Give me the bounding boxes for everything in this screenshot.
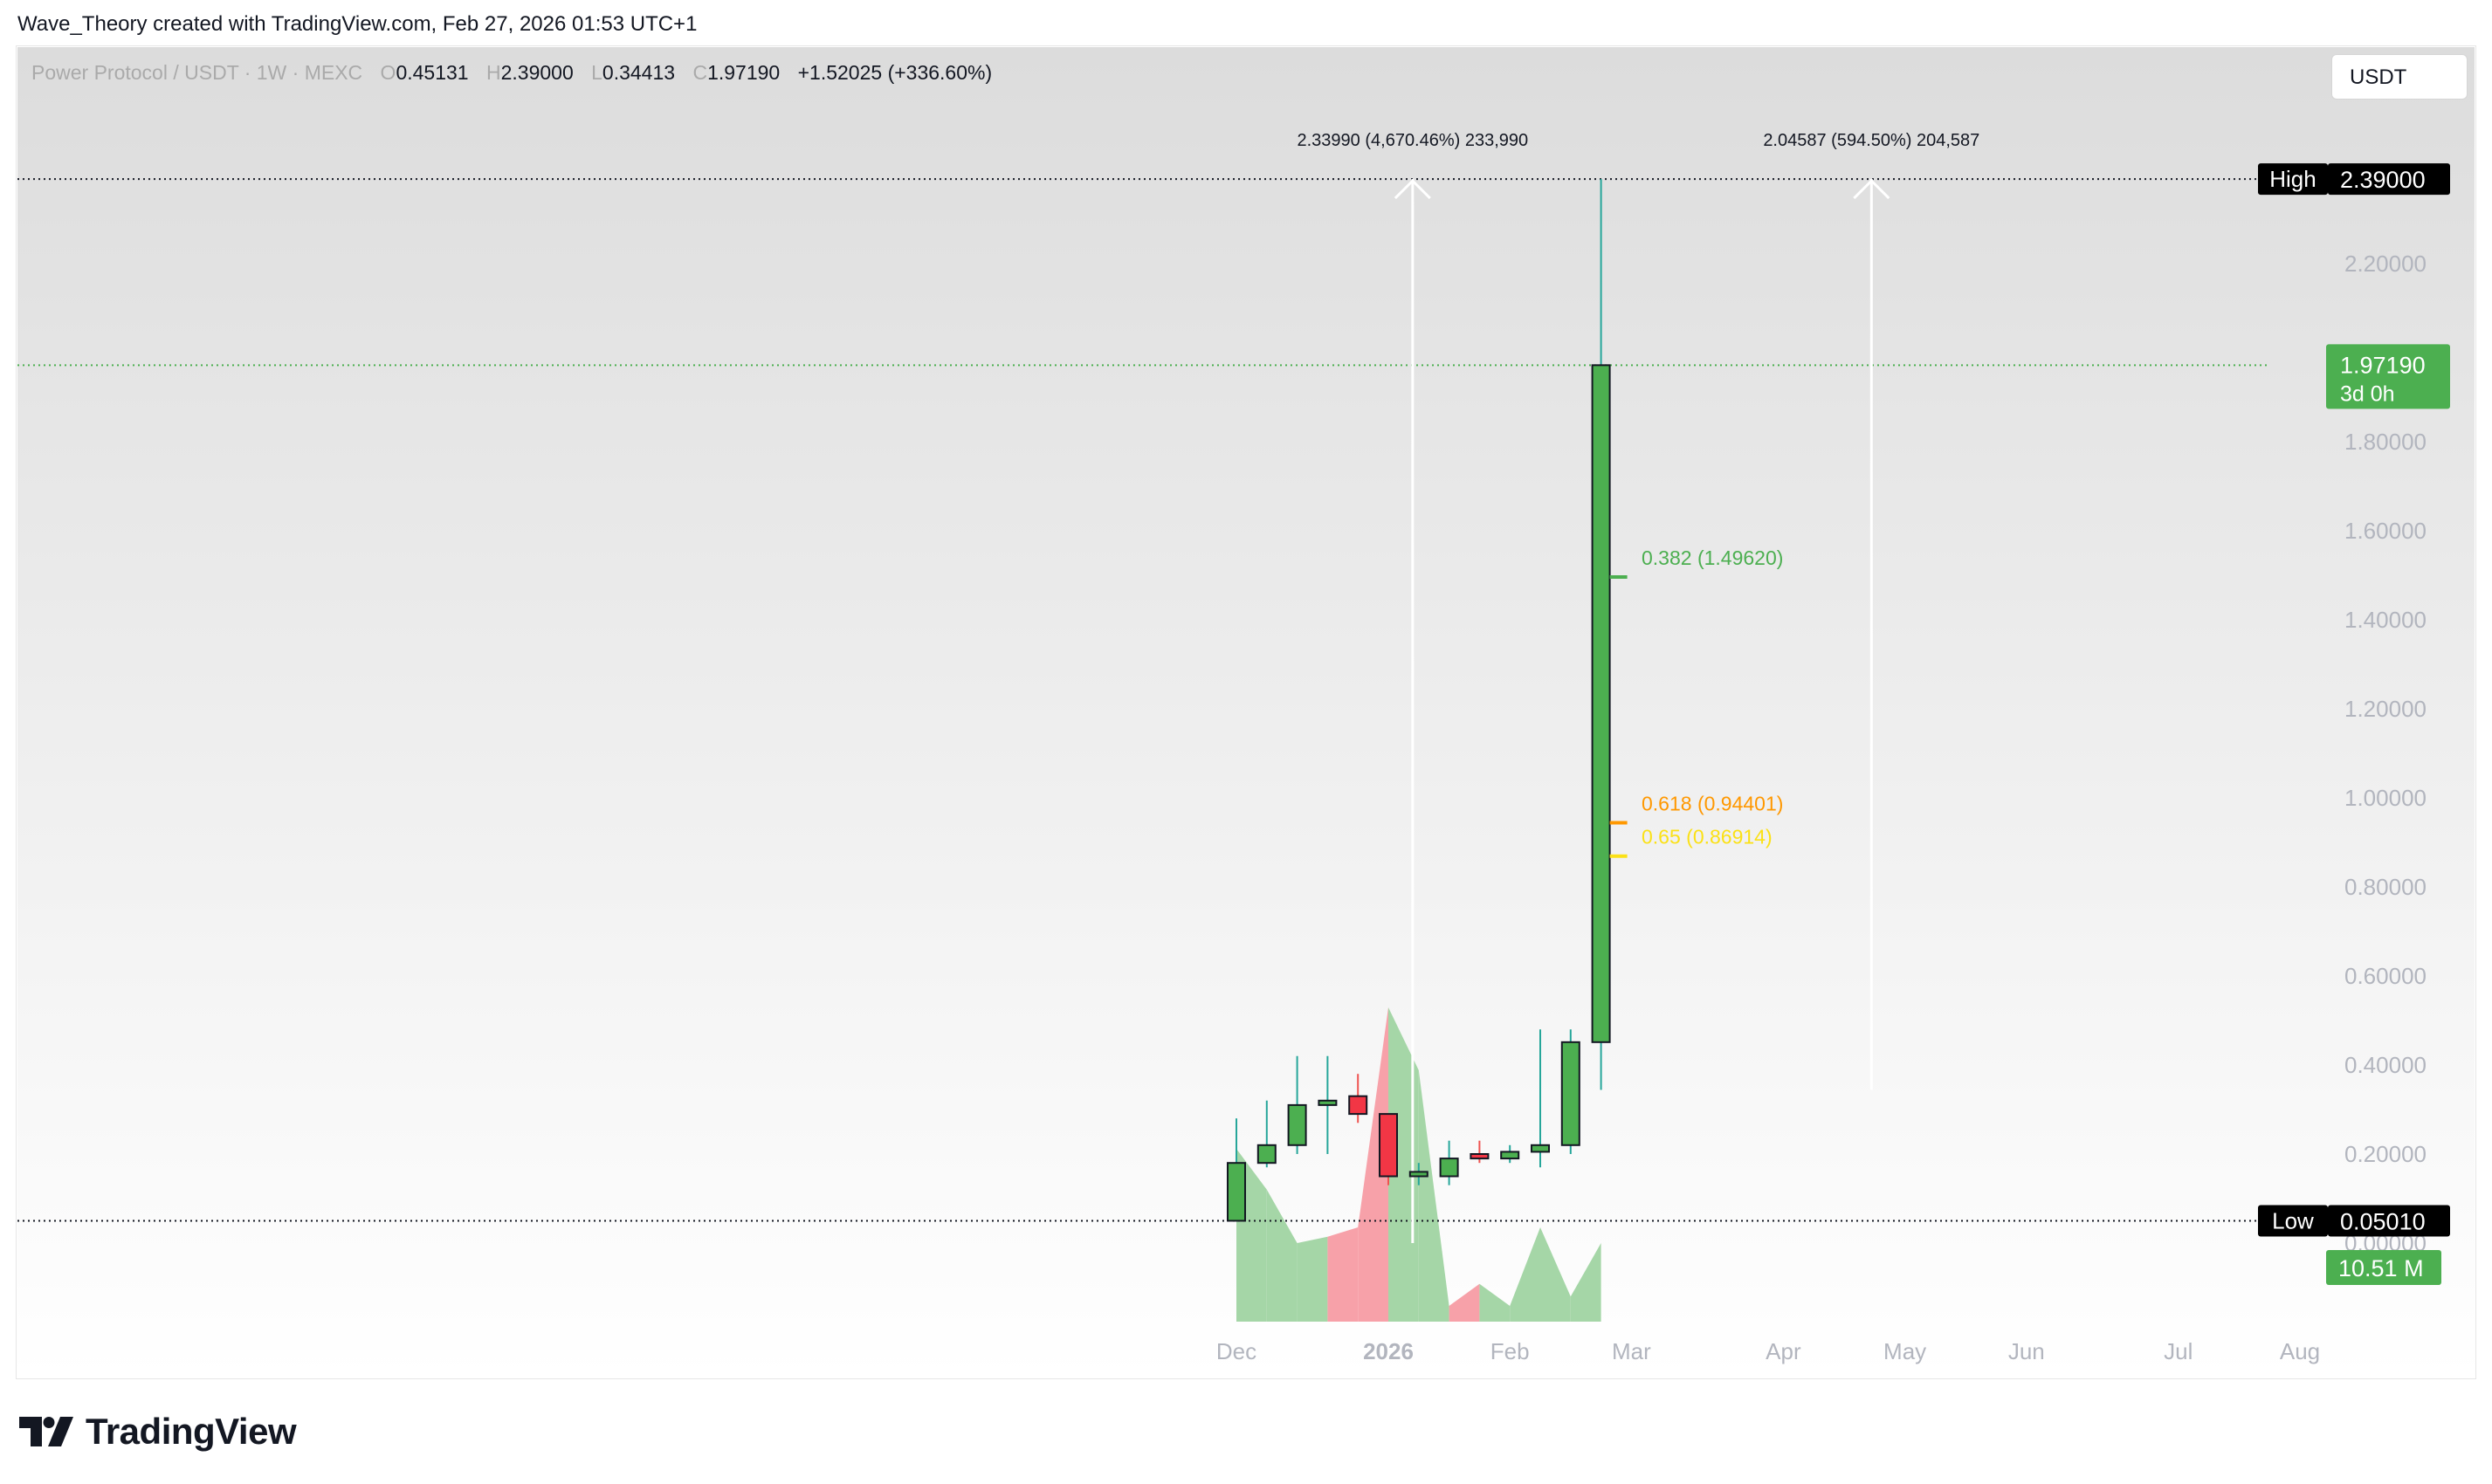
price-tags: High 2.39000 Low 0.05010 1.97190 3d 0h 10.51 M bbox=[2258, 163, 2450, 1285]
volume-area bbox=[1236, 1007, 1601, 1322]
fib-label-0.382: 0.382 (1.49620) bbox=[1642, 546, 1783, 569]
candle-body[interactable] bbox=[1531, 1144, 1550, 1153]
candle-body[interactable] bbox=[1470, 1153, 1490, 1160]
x-tick-label: Jun bbox=[2008, 1338, 2045, 1364]
x-tick-label: Dec bbox=[1216, 1338, 1256, 1364]
currency-button[interactable]: USDT bbox=[2331, 54, 2468, 100]
fib-label-0.65: 0.65 (0.86914) bbox=[1642, 826, 1773, 848]
candles[interactable] bbox=[1227, 179, 1611, 1222]
high-label: H bbox=[485, 61, 501, 84]
tag-value-low: 0.05010 bbox=[2340, 1208, 2426, 1234]
volume-segment bbox=[1540, 1227, 1571, 1322]
y-tick-label: 1.60000 bbox=[2344, 518, 2427, 544]
close-value: 1.97190 bbox=[707, 61, 781, 84]
candle-body[interactable] bbox=[1348, 1095, 1368, 1116]
candle-body[interactable] bbox=[1379, 1113, 1398, 1178]
volume-segment bbox=[1327, 1227, 1359, 1322]
symbol-label[interactable]: Power Protocol / USDT · 1W · MEXC bbox=[31, 61, 363, 84]
tag-bg-high bbox=[2258, 163, 2328, 196]
candle-body[interactable] bbox=[1256, 1144, 1277, 1165]
x-tick-label: Mar bbox=[1612, 1338, 1651, 1364]
candle-body[interactable] bbox=[1500, 1151, 1520, 1160]
x-tick-label: Feb bbox=[1490, 1338, 1530, 1364]
open-label: O bbox=[380, 61, 396, 84]
chart-attribution: Wave_Theory created with TradingView.com… bbox=[17, 12, 698, 36]
measure-label-2: 2.04587 (594.50%) 204,587 bbox=[1763, 131, 1979, 150]
tag-bg-low bbox=[2258, 1205, 2328, 1237]
last-price-tag-bg bbox=[2326, 344, 2450, 409]
y-tick-label: 0.80000 bbox=[2344, 874, 2427, 900]
candle-body[interactable] bbox=[1560, 1041, 1580, 1146]
y-tick-label: 0.40000 bbox=[2344, 1052, 2427, 1078]
tag-value-high: 2.39000 bbox=[2340, 167, 2426, 193]
tag-value-bg-high bbox=[2328, 163, 2450, 196]
chart-frame bbox=[16, 45, 2476, 1379]
volume-segment bbox=[1510, 1227, 1540, 1322]
candle-body[interactable] bbox=[1408, 1171, 1428, 1178]
candle-body[interactable] bbox=[1287, 1103, 1307, 1146]
volume-segment bbox=[1418, 1070, 1449, 1322]
change-value: +1.52025 (+336.60%) bbox=[797, 61, 993, 84]
volume-tag-value: 10.51 M bbox=[2338, 1255, 2424, 1281]
chart-background bbox=[17, 47, 2475, 1378]
volume-segment bbox=[1449, 1283, 1480, 1322]
y-tick-label: 2.20000 bbox=[2344, 251, 2427, 277]
close-label: C bbox=[692, 61, 708, 84]
tag-label-low: Low bbox=[2272, 1207, 2314, 1233]
tradingview-brand[interactable]: TradingView bbox=[19, 1409, 297, 1454]
x-tick-label: Jul bbox=[2164, 1338, 2193, 1364]
tradingview-logo-icon bbox=[19, 1417, 73, 1446]
y-tick-label: 0.60000 bbox=[2344, 963, 2427, 989]
volume-tag-bg bbox=[2326, 1250, 2441, 1285]
x-tick-label: May bbox=[1883, 1338, 1926, 1364]
volume-segment bbox=[1570, 1243, 1601, 1322]
x-tick-label: Apr bbox=[1766, 1338, 1801, 1364]
measure-arrow-head bbox=[1394, 178, 1431, 200]
candle-body[interactable] bbox=[1227, 1162, 1246, 1222]
candle-body[interactable] bbox=[1318, 1099, 1338, 1106]
x-tick-label: 2026 bbox=[1363, 1338, 1414, 1364]
last-price-value: 1.97190 bbox=[2340, 352, 2426, 378]
last-price-countdown: 3d 0h bbox=[2340, 381, 2395, 406]
volume-segment bbox=[1479, 1283, 1511, 1322]
high-value: 2.39000 bbox=[500, 61, 574, 84]
y-tick-label: 1.40000 bbox=[2344, 607, 2427, 633]
open-value: 0.45131 bbox=[396, 61, 469, 84]
tradingview-wordmark: TradingView bbox=[86, 1411, 297, 1452]
volume-segment bbox=[1297, 1236, 1328, 1322]
y-tick-label: 0.20000 bbox=[2344, 1141, 2427, 1167]
measure-label-1: 2.33990 (4,670.46%) 233,990 bbox=[1298, 131, 1529, 150]
horizontal-lines bbox=[17, 178, 2270, 1222]
x-tick-label: Aug bbox=[2280, 1338, 2320, 1364]
volume-segment bbox=[1266, 1189, 1298, 1322]
y-tick-label: 1.20000 bbox=[2344, 696, 2427, 722]
low-label: L bbox=[591, 61, 602, 84]
tag-label-high: High bbox=[2269, 166, 2316, 192]
low-value: 0.34413 bbox=[602, 61, 676, 84]
volume-segment bbox=[1358, 1007, 1388, 1322]
measure-arrow-head bbox=[1853, 178, 1890, 200]
candle-body[interactable] bbox=[1439, 1158, 1459, 1178]
tag-value-bg-low bbox=[2328, 1205, 2450, 1237]
measure-arrows: 2.33990 (4,670.46%) 233,990 2.04587 (594.… bbox=[1298, 131, 1979, 1243]
time-axis[interactable]: Dec 2026 Feb Mar Apr May Jun Jul Aug bbox=[1216, 1338, 2320, 1364]
y-tick-label: 1.80000 bbox=[2344, 429, 2427, 455]
ohlc-legend: Power Protocol / USDT · 1W · MEXC O0.451… bbox=[31, 61, 992, 85]
y-tick-label: 1.00000 bbox=[2344, 785, 2427, 811]
fib-label-0.618: 0.618 (0.94401) bbox=[1642, 793, 1783, 815]
candle-body[interactable] bbox=[1591, 364, 1611, 1043]
volume-segment bbox=[1388, 1007, 1419, 1322]
fib-levels: 0.382 (1.49620) 0.618 (0.94401) 0.65 (0.86… bbox=[1609, 546, 1783, 858]
